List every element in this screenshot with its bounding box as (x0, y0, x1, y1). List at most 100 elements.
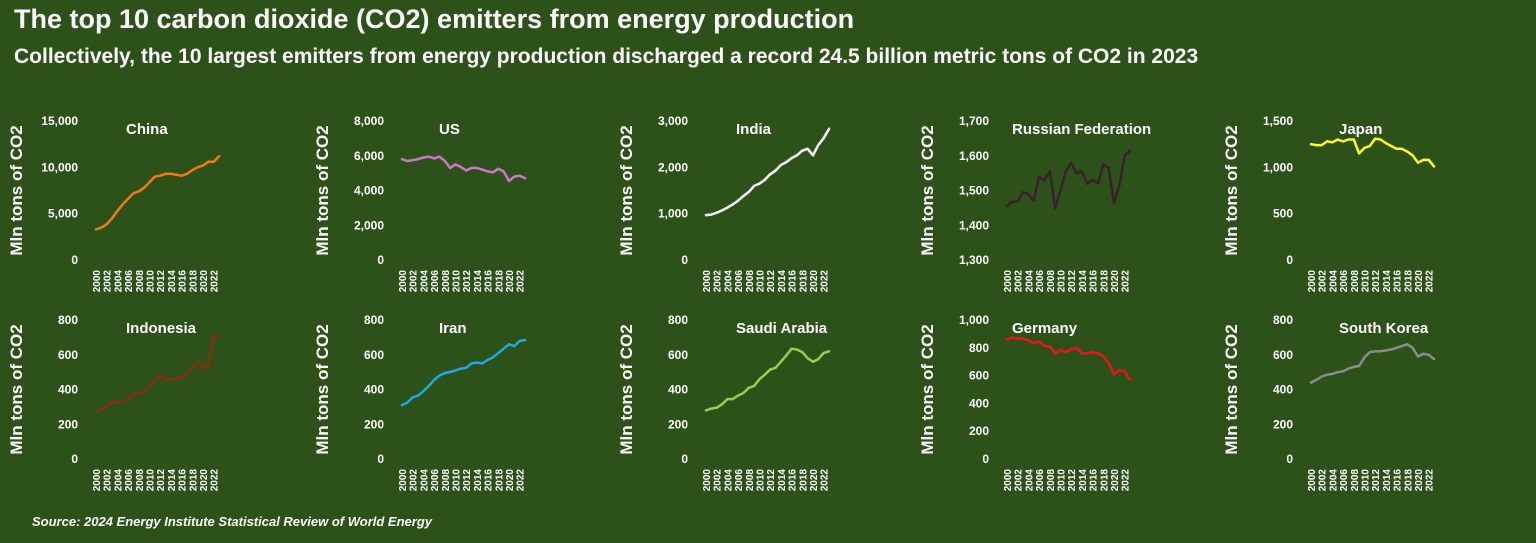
y-tick-label: 0 (71, 253, 78, 267)
data-point (1320, 143, 1323, 147)
x-tick-label: 2006 (1339, 469, 1350, 492)
x-tick-label: 2008 (135, 469, 146, 492)
data-point (1027, 338, 1030, 342)
x-tick-label: 2016 (178, 270, 189, 293)
data-point (1390, 144, 1393, 148)
x-tick-label: 2004 (1024, 270, 1035, 293)
data-point (710, 213, 713, 216)
x-tick-label: 2020 (505, 469, 516, 492)
data-point (459, 367, 463, 370)
x-tick-label: 2000 (1003, 469, 1014, 492)
x-tick-label: 2022 (1121, 469, 1132, 492)
data-point (1379, 350, 1382, 353)
data-point (1384, 349, 1388, 352)
data-point (1037, 175, 1041, 178)
data-point (731, 203, 734, 206)
data-point (1091, 350, 1094, 354)
x-tick-label: 2018 (798, 270, 809, 293)
data-point (768, 173, 772, 176)
data-point (790, 347, 793, 350)
data-point (507, 343, 511, 346)
data-point (736, 394, 740, 397)
y-tick-label: 0 (982, 452, 989, 466)
series-line (1005, 336, 1132, 382)
data-point (1086, 182, 1089, 185)
data-point (1352, 365, 1355, 369)
x-tick-label: 2012 (462, 469, 473, 492)
data-point (817, 357, 820, 361)
data-point (491, 171, 495, 174)
y-tick-label: 15,000 (41, 114, 78, 128)
y-tick-label: 600 (1273, 348, 1293, 362)
y-tick-label: 1,500 (1263, 114, 1293, 128)
data-point (1427, 353, 1430, 356)
x-tick-label: 2000 (398, 270, 409, 293)
x-tick-label: 2022 (516, 469, 527, 492)
data-point (1411, 346, 1414, 349)
y-tick-label: 8,000 (354, 114, 384, 128)
chart-title: Japan (1339, 121, 1382, 138)
y-tick-label: 400 (1273, 383, 1293, 397)
data-point (475, 361, 479, 364)
x-tick-label: 2018 (1099, 469, 1110, 492)
data-point (1128, 378, 1132, 381)
x-tick-label: 2022 (820, 270, 831, 293)
data-point (459, 165, 463, 169)
x-tick-label: 2014 (167, 469, 178, 492)
data-point (1043, 178, 1046, 182)
data-point (1118, 184, 1121, 187)
data-point (779, 163, 783, 167)
data-point (1432, 357, 1436, 361)
x-tick-label: 2018 (188, 270, 199, 293)
data-point (448, 166, 452, 170)
x-tick-label: 2010 (1360, 469, 1371, 492)
x-tick-label: 2022 (1425, 270, 1436, 293)
data-point (1341, 370, 1345, 373)
data-point (801, 350, 804, 354)
data-point (1069, 161, 1073, 164)
data-point (1032, 341, 1035, 345)
data-point (763, 178, 767, 182)
data-point (427, 155, 430, 158)
y-tick-label: 6,000 (354, 149, 384, 163)
data-point (126, 197, 130, 201)
x-tick-label: 2014 (473, 270, 484, 293)
data-point (1128, 149, 1132, 152)
data-point (217, 335, 221, 338)
data-point (817, 143, 820, 147)
page-subtitle: Collectively, the 10 largest emitters fr… (14, 45, 1199, 68)
data-point (121, 400, 124, 403)
y-tick-label: 800 (668, 313, 688, 327)
data-point (486, 170, 489, 173)
data-point (518, 174, 521, 177)
x-tick-label: 2006 (124, 469, 135, 492)
data-point (94, 228, 98, 231)
data-point (811, 360, 815, 363)
data-point (475, 166, 479, 170)
y-tick-label: 2,000 (354, 218, 384, 232)
x-tick-label: 2004 (113, 270, 124, 293)
data-point (1053, 206, 1057, 210)
data-point (158, 374, 162, 377)
data-point (411, 396, 414, 399)
data-point (1395, 147, 1398, 150)
y-tick-label: 5,000 (48, 207, 78, 221)
data-point (148, 384, 151, 388)
x-tick-label: 2020 (505, 270, 516, 293)
data-point (1325, 373, 1329, 376)
x-tick-label: 2022 (516, 270, 527, 293)
x-tick-label: 2000 (1307, 469, 1318, 492)
data-point (1048, 170, 1051, 173)
data-point (454, 163, 457, 166)
x-tick-label: 2006 (430, 270, 441, 293)
x-tick-label: 2016 (788, 469, 799, 492)
y-axis-label: Mln tons of CO2 (313, 324, 332, 454)
data-point (1021, 191, 1025, 194)
data-point (400, 403, 404, 407)
x-tick-label: 2002 (409, 270, 420, 293)
data-point (448, 370, 452, 374)
data-point (715, 211, 718, 214)
x-tick-label: 2004 (1328, 270, 1339, 293)
data-point (502, 347, 505, 350)
